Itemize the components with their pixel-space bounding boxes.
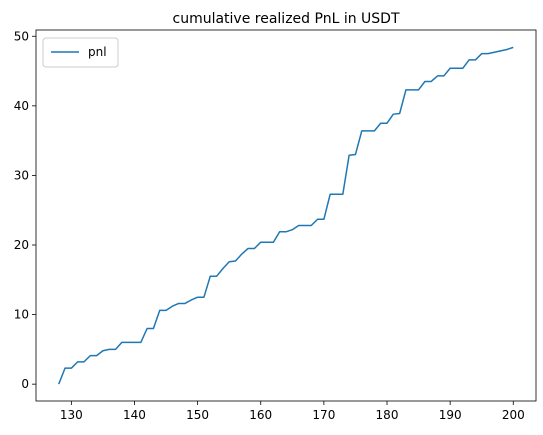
legend: pnl xyxy=(42,37,119,68)
plot-frame xyxy=(35,29,537,402)
x-tick-label: 200 xyxy=(502,408,525,422)
chart-title: cumulative realized PnL in USDT xyxy=(173,11,400,27)
y-tick-label: 0 xyxy=(21,377,29,391)
y-tick-label: 20 xyxy=(14,238,29,252)
y-tick-label: 50 xyxy=(14,29,29,43)
legend-box xyxy=(42,37,119,68)
y-tick-label: 40 xyxy=(14,99,29,113)
series-line-pnl xyxy=(58,46,514,385)
plot-area xyxy=(36,30,536,401)
x-tick-label: 180 xyxy=(376,408,399,422)
x-tick-label: 140 xyxy=(123,408,146,422)
y-tick-label: 30 xyxy=(14,168,29,182)
x-tick-label: 190 xyxy=(439,408,462,422)
axis-layer: 130 140 150 160 170 180 190 200 0 10 20 30 40 50 xyxy=(14,29,525,422)
x-tick-label: 160 xyxy=(249,408,272,422)
legend-label-pnl: pnl xyxy=(88,45,107,59)
x-tick-label: 150 xyxy=(186,408,209,422)
x-tick-label: 170 xyxy=(312,408,335,422)
x-tick-label: 130 xyxy=(60,408,83,422)
y-tick-label: 10 xyxy=(14,308,29,322)
series-layer xyxy=(58,46,514,385)
